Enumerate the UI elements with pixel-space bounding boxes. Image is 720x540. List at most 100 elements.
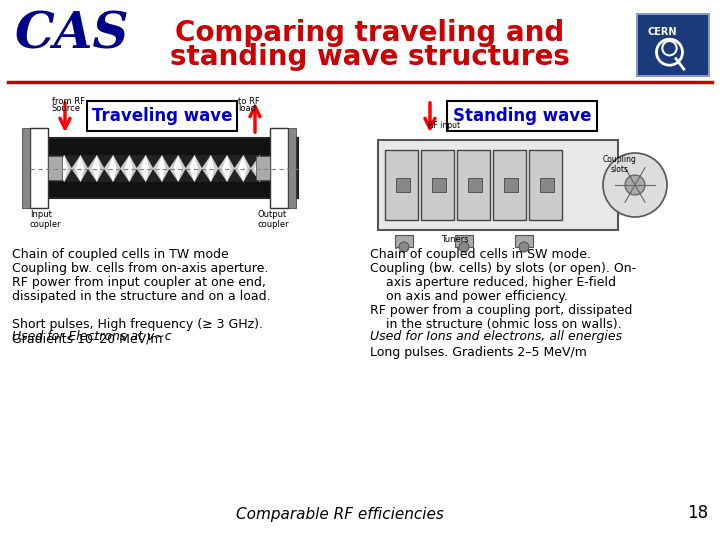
Text: RF power from a coupling port, dissipated: RF power from a coupling port, dissipate… [370, 304, 632, 317]
Text: Coupling
slots: Coupling slots [603, 155, 637, 174]
Bar [540, 178, 554, 192]
Text: Long pulses. Gradients 2–5 MeV/m: Long pulses. Gradients 2–5 MeV/m [370, 346, 587, 359]
Bar [515, 235, 533, 247]
Polygon shape [206, 155, 211, 182]
Text: on axis and power efficiency.: on axis and power efficiency. [370, 290, 568, 303]
Polygon shape [125, 155, 130, 182]
Bar [455, 235, 473, 247]
Polygon shape [81, 155, 84, 182]
Polygon shape [59, 155, 64, 182]
Polygon shape [194, 169, 211, 182]
Polygon shape [194, 155, 211, 168]
Polygon shape [81, 155, 97, 168]
Polygon shape [145, 155, 162, 168]
Text: from RF: from RF [52, 97, 85, 106]
Polygon shape [194, 155, 198, 182]
Text: load: load [238, 104, 256, 113]
Circle shape [459, 242, 469, 252]
FancyBboxPatch shape [447, 101, 597, 131]
Text: standing wave structures: standing wave structures [170, 43, 570, 71]
Polygon shape [145, 155, 149, 182]
Bar [638, 15, 708, 75]
Polygon shape [48, 155, 51, 182]
Polygon shape [227, 155, 243, 168]
Polygon shape [222, 155, 227, 182]
Polygon shape [260, 155, 263, 182]
Text: to RF: to RF [238, 97, 260, 106]
Text: CAS: CAS [14, 10, 130, 59]
Bar [256, 156, 270, 180]
Polygon shape [97, 155, 113, 168]
Circle shape [519, 242, 529, 252]
Bar [48, 156, 62, 180]
Polygon shape [97, 169, 113, 182]
Polygon shape [271, 155, 276, 182]
Polygon shape [81, 169, 97, 182]
Bar [378, 140, 618, 230]
Polygon shape [243, 169, 260, 182]
Text: dissipated in the structure and on a load.: dissipated in the structure and on a loa… [12, 290, 271, 303]
Polygon shape [157, 155, 162, 182]
Polygon shape [130, 169, 145, 182]
Polygon shape [64, 155, 81, 168]
Polygon shape [260, 169, 276, 182]
Bar [421, 150, 454, 220]
Polygon shape [113, 169, 130, 182]
Bar [468, 178, 482, 192]
Circle shape [399, 242, 409, 252]
Polygon shape [211, 169, 227, 182]
Polygon shape [162, 155, 179, 168]
Polygon shape [243, 155, 247, 182]
Text: Comparable RF efficiencies: Comparable RF efficiencies [236, 507, 444, 522]
Text: Short pulses, High frequency (≥ 3 GHz).: Short pulses, High frequency (≥ 3 GHz). [12, 318, 263, 331]
Circle shape [603, 153, 667, 217]
Text: Used for Electrons at v~c: Used for Electrons at v~c [12, 330, 171, 343]
Text: Chain of coupled cells in TW mode: Chain of coupled cells in TW mode [12, 248, 229, 261]
Bar [288, 128, 296, 208]
Bar [270, 128, 288, 208]
Text: Coupling bw. cells from on-axis aperture.: Coupling bw. cells from on-axis aperture… [12, 262, 269, 275]
Polygon shape [130, 155, 132, 182]
Polygon shape [64, 155, 68, 182]
Text: axis aperture reduced, higher E-field: axis aperture reduced, higher E-field [370, 276, 616, 289]
Polygon shape [113, 155, 117, 182]
Polygon shape [260, 155, 276, 168]
Polygon shape [162, 169, 179, 182]
Bar [493, 150, 526, 220]
Polygon shape [243, 155, 260, 168]
FancyBboxPatch shape [87, 101, 237, 131]
Bar [396, 178, 410, 192]
Bar [30, 128, 48, 208]
Bar [504, 178, 518, 192]
Text: Gradients 10–20 MeV/m: Gradients 10–20 MeV/m [12, 332, 163, 345]
Bar [385, 150, 418, 220]
Polygon shape [162, 155, 166, 182]
Text: Tuners: Tuners [441, 235, 469, 244]
Polygon shape [140, 155, 145, 182]
Bar [636, 13, 710, 77]
Polygon shape [92, 155, 97, 182]
Polygon shape [64, 169, 81, 182]
Text: Output
coupler: Output coupler [258, 210, 289, 230]
Bar [529, 150, 562, 220]
Text: 18: 18 [687, 504, 708, 522]
Polygon shape [179, 155, 181, 182]
Polygon shape [113, 155, 130, 168]
Polygon shape [48, 169, 64, 182]
Text: Standing wave: Standing wave [453, 107, 591, 125]
Polygon shape [238, 155, 243, 182]
Text: Used for Ions and electrons, all energies: Used for Ions and electrons, all energie… [370, 330, 622, 343]
Text: RF power from input coupler at one end,: RF power from input coupler at one end, [12, 276, 266, 289]
Text: RF input: RF input [428, 121, 460, 130]
Polygon shape [227, 169, 243, 182]
Text: in the structure (ohmic loss on walls).: in the structure (ohmic loss on walls). [370, 318, 621, 331]
Text: Chain of coupled cells in SW mode.: Chain of coupled cells in SW mode. [370, 248, 591, 261]
Polygon shape [189, 155, 194, 182]
Text: Input
coupler: Input coupler [30, 210, 62, 230]
Text: Traveling wave: Traveling wave [91, 107, 233, 125]
Polygon shape [130, 155, 145, 168]
Circle shape [625, 175, 645, 195]
Bar [30, 138, 298, 198]
Text: CERN: CERN [648, 27, 678, 37]
Bar [395, 235, 413, 247]
